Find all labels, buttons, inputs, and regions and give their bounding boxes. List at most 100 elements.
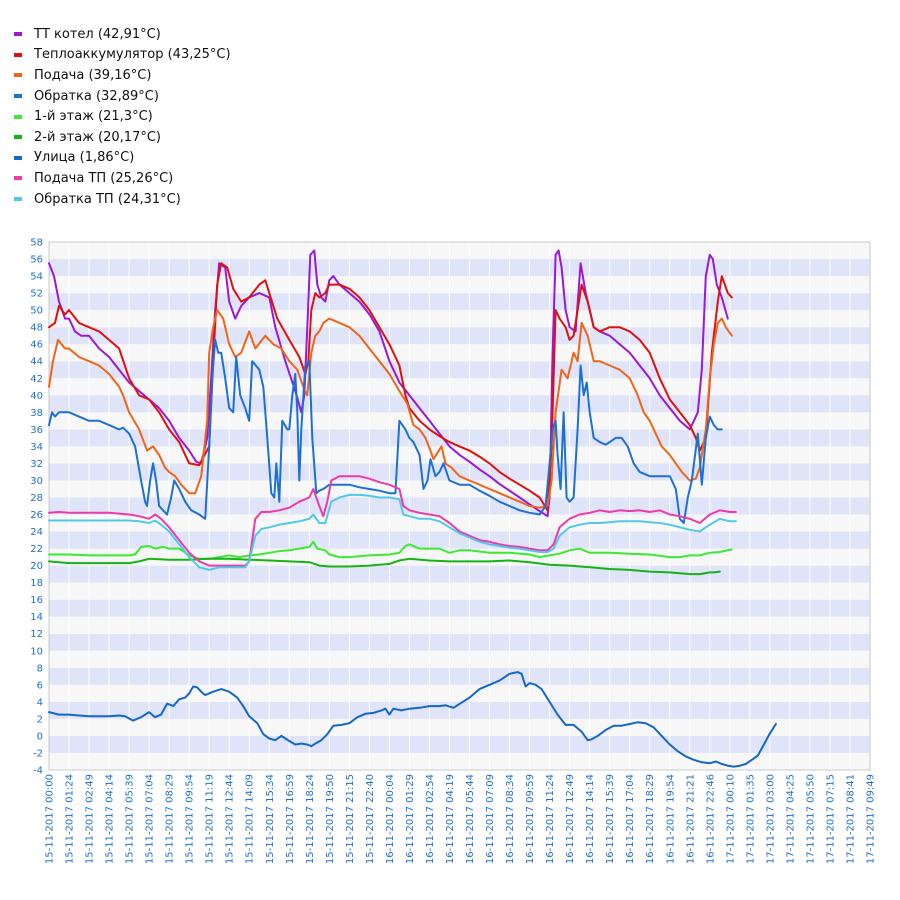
legend-label: Подача (39,16°C) bbox=[34, 67, 152, 83]
y-tick-label: -4 bbox=[33, 766, 43, 777]
x-tick-label: 16-11-2017 04:19 bbox=[445, 774, 456, 864]
x-tick-label: 15-11-2017 01:24 bbox=[65, 774, 76, 864]
legend-item: 1-й этаж (21,3°C) bbox=[14, 106, 231, 127]
grid-band bbox=[49, 667, 870, 685]
legend-swatch bbox=[14, 197, 22, 202]
legend-item: Теплоаккумулятор (43,25°C) bbox=[14, 45, 231, 66]
y-tick-label: 2 bbox=[37, 714, 43, 725]
y-tick-label: 12 bbox=[30, 629, 43, 640]
legend-item: Подача ТП (25,26°C) bbox=[14, 168, 231, 189]
grid-band bbox=[49, 497, 870, 515]
y-tick-label: 54 bbox=[30, 272, 43, 283]
grid-band bbox=[49, 616, 870, 634]
y-tick-label: 26 bbox=[30, 510, 43, 521]
x-tick-label: 15-11-2017 21:15 bbox=[345, 774, 356, 864]
grid-band bbox=[49, 718, 870, 736]
x-tick-label: 15-11-2017 22:40 bbox=[365, 774, 376, 864]
x-tick-label: 17-11-2017 01:35 bbox=[745, 774, 756, 864]
y-tick-label: 36 bbox=[30, 425, 43, 436]
series-line bbox=[48, 493, 737, 571]
x-tick-label: 15-11-2017 11:19 bbox=[205, 774, 216, 864]
legend-swatch bbox=[14, 176, 22, 181]
x-tick-label: 16-11-2017 19:54 bbox=[665, 774, 676, 864]
x-tick-label: 15-11-2017 18:24 bbox=[305, 774, 316, 864]
legend-label: Обратка (32,89°C) bbox=[34, 88, 159, 104]
y-tick-label: 44 bbox=[30, 357, 43, 368]
x-tick-label: 16-11-2017 05:44 bbox=[465, 774, 476, 864]
y-tick-label: 28 bbox=[30, 493, 43, 504]
x-tick-label: 17-11-2017 05:50 bbox=[805, 774, 816, 864]
y-tick-label: 8 bbox=[37, 663, 43, 674]
grid-band bbox=[49, 361, 870, 379]
legend-swatch bbox=[14, 32, 22, 37]
series-line bbox=[48, 475, 737, 567]
x-tick-label: 16-11-2017 09:59 bbox=[525, 774, 536, 864]
x-tick-label: 17-11-2017 04:25 bbox=[785, 774, 796, 864]
y-tick-label: 58 bbox=[30, 238, 43, 249]
x-tick-label: 17-11-2017 07:15 bbox=[825, 774, 836, 864]
legend-item: Обратка (32,89°C) bbox=[14, 86, 231, 107]
grid-band bbox=[49, 565, 870, 583]
x-tick-label: 15-11-2017 00:00 bbox=[45, 774, 56, 864]
x-tick-label: 15-11-2017 09:54 bbox=[185, 774, 196, 864]
grid-band bbox=[49, 514, 870, 532]
x-tick-label: 17-11-2017 00:10 bbox=[725, 774, 736, 864]
y-tick-label: 6 bbox=[37, 680, 43, 691]
x-tick-label: 16-11-2017 07:09 bbox=[485, 774, 496, 864]
y-tick-label: 22 bbox=[30, 544, 43, 555]
y-tick-label: 38 bbox=[30, 408, 43, 419]
grid-band bbox=[49, 650, 870, 668]
legend-item: ТТ котел (42,91°C) bbox=[14, 24, 231, 45]
grid-band bbox=[49, 310, 870, 328]
grid-band bbox=[49, 412, 870, 430]
y-tick-label: -2 bbox=[33, 748, 43, 759]
x-tick-label: 15-11-2017 08:29 bbox=[165, 774, 176, 864]
y-tick-label: 20 bbox=[30, 561, 43, 572]
x-tick-label: 16-11-2017 01:29 bbox=[405, 774, 416, 864]
grid-band bbox=[49, 735, 870, 753]
legend-item: Улица (1,86°C) bbox=[14, 148, 231, 169]
legend-swatch bbox=[14, 52, 22, 57]
x-tick-label: 17-11-2017 08:41 bbox=[845, 774, 856, 864]
legend-label: Теплоаккумулятор (43,25°C) bbox=[34, 47, 231, 63]
x-tick-label: 15-11-2017 02:49 bbox=[85, 774, 96, 864]
x-tick-label: 16-11-2017 08:34 bbox=[505, 774, 516, 864]
x-tick-label: 16-11-2017 18:29 bbox=[645, 774, 656, 864]
grid-band bbox=[49, 599, 870, 617]
legend-label: 2-й этаж (20,17°C) bbox=[34, 129, 161, 145]
grid-band bbox=[49, 633, 870, 651]
legend-label: 1-й этаж (21,3°C) bbox=[34, 109, 153, 125]
legend: ТТ котел (42,91°C) Теплоаккумулятор (43,2… bbox=[14, 24, 231, 209]
grid-band bbox=[49, 701, 870, 719]
x-tick-label: 15-11-2017 04:14 bbox=[105, 774, 116, 864]
y-tick-label: 4 bbox=[37, 697, 43, 708]
series-layer bbox=[48, 249, 777, 768]
legend-swatch bbox=[14, 94, 22, 99]
y-tick-label: 48 bbox=[30, 323, 43, 334]
x-tick-label: 16-11-2017 14:14 bbox=[585, 774, 596, 864]
x-tick-label: 16-11-2017 00:04 bbox=[385, 774, 396, 864]
grid-band bbox=[49, 293, 870, 311]
y-axis: -4-2024681012141618202224262830323436384… bbox=[30, 238, 43, 777]
y-tick-label: 50 bbox=[30, 306, 43, 317]
y-tick-label: 10 bbox=[30, 646, 43, 657]
legend-label: Улица (1,86°C) bbox=[34, 150, 135, 166]
y-tick-label: 56 bbox=[30, 255, 43, 266]
x-tick-label: 16-11-2017 21:21 bbox=[685, 774, 696, 864]
x-tick-label: 15-11-2017 16:59 bbox=[285, 774, 296, 864]
y-tick-label: 18 bbox=[30, 578, 43, 589]
x-tick-label: 15-11-2017 19:50 bbox=[325, 774, 336, 864]
legend-label: Подача ТП (25,26°C) bbox=[34, 170, 174, 186]
grid-band bbox=[49, 395, 870, 413]
y-tick-label: 40 bbox=[30, 391, 43, 402]
grid-band bbox=[49, 429, 870, 447]
x-tick-label: 16-11-2017 17:04 bbox=[625, 774, 636, 864]
grid-band bbox=[49, 259, 870, 277]
grid-band bbox=[49, 344, 870, 362]
grid-band bbox=[49, 752, 870, 770]
legend-item: Обратка ТП (24,31°C) bbox=[14, 189, 231, 210]
y-tick-label: 32 bbox=[30, 459, 43, 470]
grid-band bbox=[49, 378, 870, 396]
x-tick-label: 15-11-2017 14:09 bbox=[245, 774, 256, 864]
